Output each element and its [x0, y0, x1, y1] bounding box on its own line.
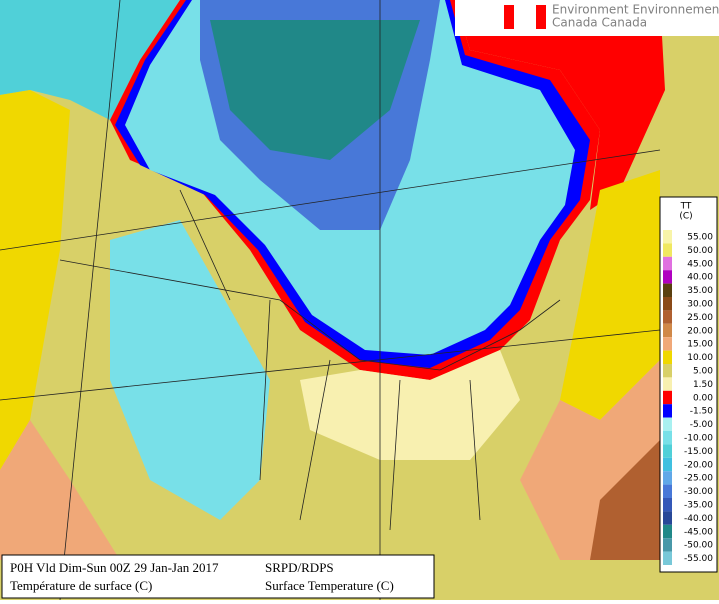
legend-label: -50.00 [684, 541, 713, 551]
legend-label: 5.00 [693, 367, 713, 377]
legend-swatch [663, 471, 672, 485]
legend-label: 10.00 [687, 353, 713, 363]
legend-swatch [663, 350, 672, 364]
legend-label: -45.00 [684, 527, 713, 537]
model: SRPD/RDPS [265, 560, 334, 575]
legend-rows: 55.00 50.00 45.00 40.00 35.00 30.00 25.00 20.00… [663, 230, 713, 565]
legend-title: TT [680, 202, 692, 212]
legend-label: 1.50 [693, 380, 713, 390]
legend-swatch [663, 297, 672, 311]
legend-swatch [663, 364, 672, 378]
legend-swatch [663, 310, 672, 324]
validity: P0H Vld Dim-Sun 00Z 29 Jan-Jan 2017 [10, 560, 219, 575]
legend-swatch [663, 524, 672, 539]
legend-swatch [663, 538, 672, 552]
boundaries [0, 0, 661, 601]
legend-label: -30.00 [684, 487, 713, 497]
footer-box [1, 554, 435, 599]
legend-swatch [663, 417, 672, 431]
legend-label: 30.00 [687, 300, 713, 310]
legend-swatch [663, 337, 672, 351]
legend-label: 15.00 [687, 340, 713, 350]
legend-title: (C) [679, 212, 692, 222]
legend-swatch [663, 444, 672, 458]
flag [514, 5, 536, 29]
legend-swatch [663, 283, 672, 297]
legend-label: -1.50 [690, 407, 714, 417]
title-fr: Température de surface (C) [10, 578, 152, 593]
legend-swatch [663, 270, 672, 284]
legend-label: 45.00 [687, 259, 713, 269]
legend-swatch [663, 256, 672, 271]
region [560, 170, 660, 420]
region [300, 350, 520, 460]
legend-swatch [663, 431, 672, 445]
legend-label: 35.00 [687, 286, 713, 296]
agency-line: Canada Canada [552, 16, 647, 30]
region [210, 20, 420, 160]
legend-label: -40.00 [684, 514, 713, 524]
legend-swatch [663, 551, 672, 565]
legend-swatch [663, 498, 672, 512]
legend-swatch [663, 323, 672, 338]
legend-label: 20.00 [687, 326, 713, 336]
legend-label: -20.00 [684, 460, 713, 470]
legend-swatch [663, 484, 672, 498]
legend-label: 25.00 [687, 313, 713, 323]
legend-label: -10.00 [684, 434, 713, 444]
legend-swatch [663, 457, 672, 472]
legend-label: 55.00 [687, 233, 713, 243]
legend-label: 50.00 [687, 246, 713, 256]
region [110, 220, 270, 520]
legend-label: -15.00 [684, 447, 713, 457]
legend-swatch [663, 404, 672, 418]
legend-swatch [663, 377, 672, 391]
region [590, 440, 660, 560]
legend-swatch [663, 390, 672, 405]
region [0, 420, 120, 560]
legend-label: -5.00 [690, 420, 714, 430]
logo-area [455, 0, 719, 36]
agency-line: Environment Environnement [552, 3, 719, 17]
region [0, 90, 70, 470]
legend-swatch [663, 230, 672, 244]
legend-swatch [663, 511, 672, 525]
region [0, 0, 180, 120]
legend-label: 0.00 [693, 393, 713, 403]
legend-label: -25.00 [684, 474, 713, 484]
legend-label: -35.00 [684, 501, 713, 511]
legend-label: 40.00 [687, 273, 713, 283]
legend-label: -55.00 [684, 554, 713, 564]
legend-swatch [663, 243, 672, 257]
title-en: Surface Temperature (C) [265, 578, 394, 593]
